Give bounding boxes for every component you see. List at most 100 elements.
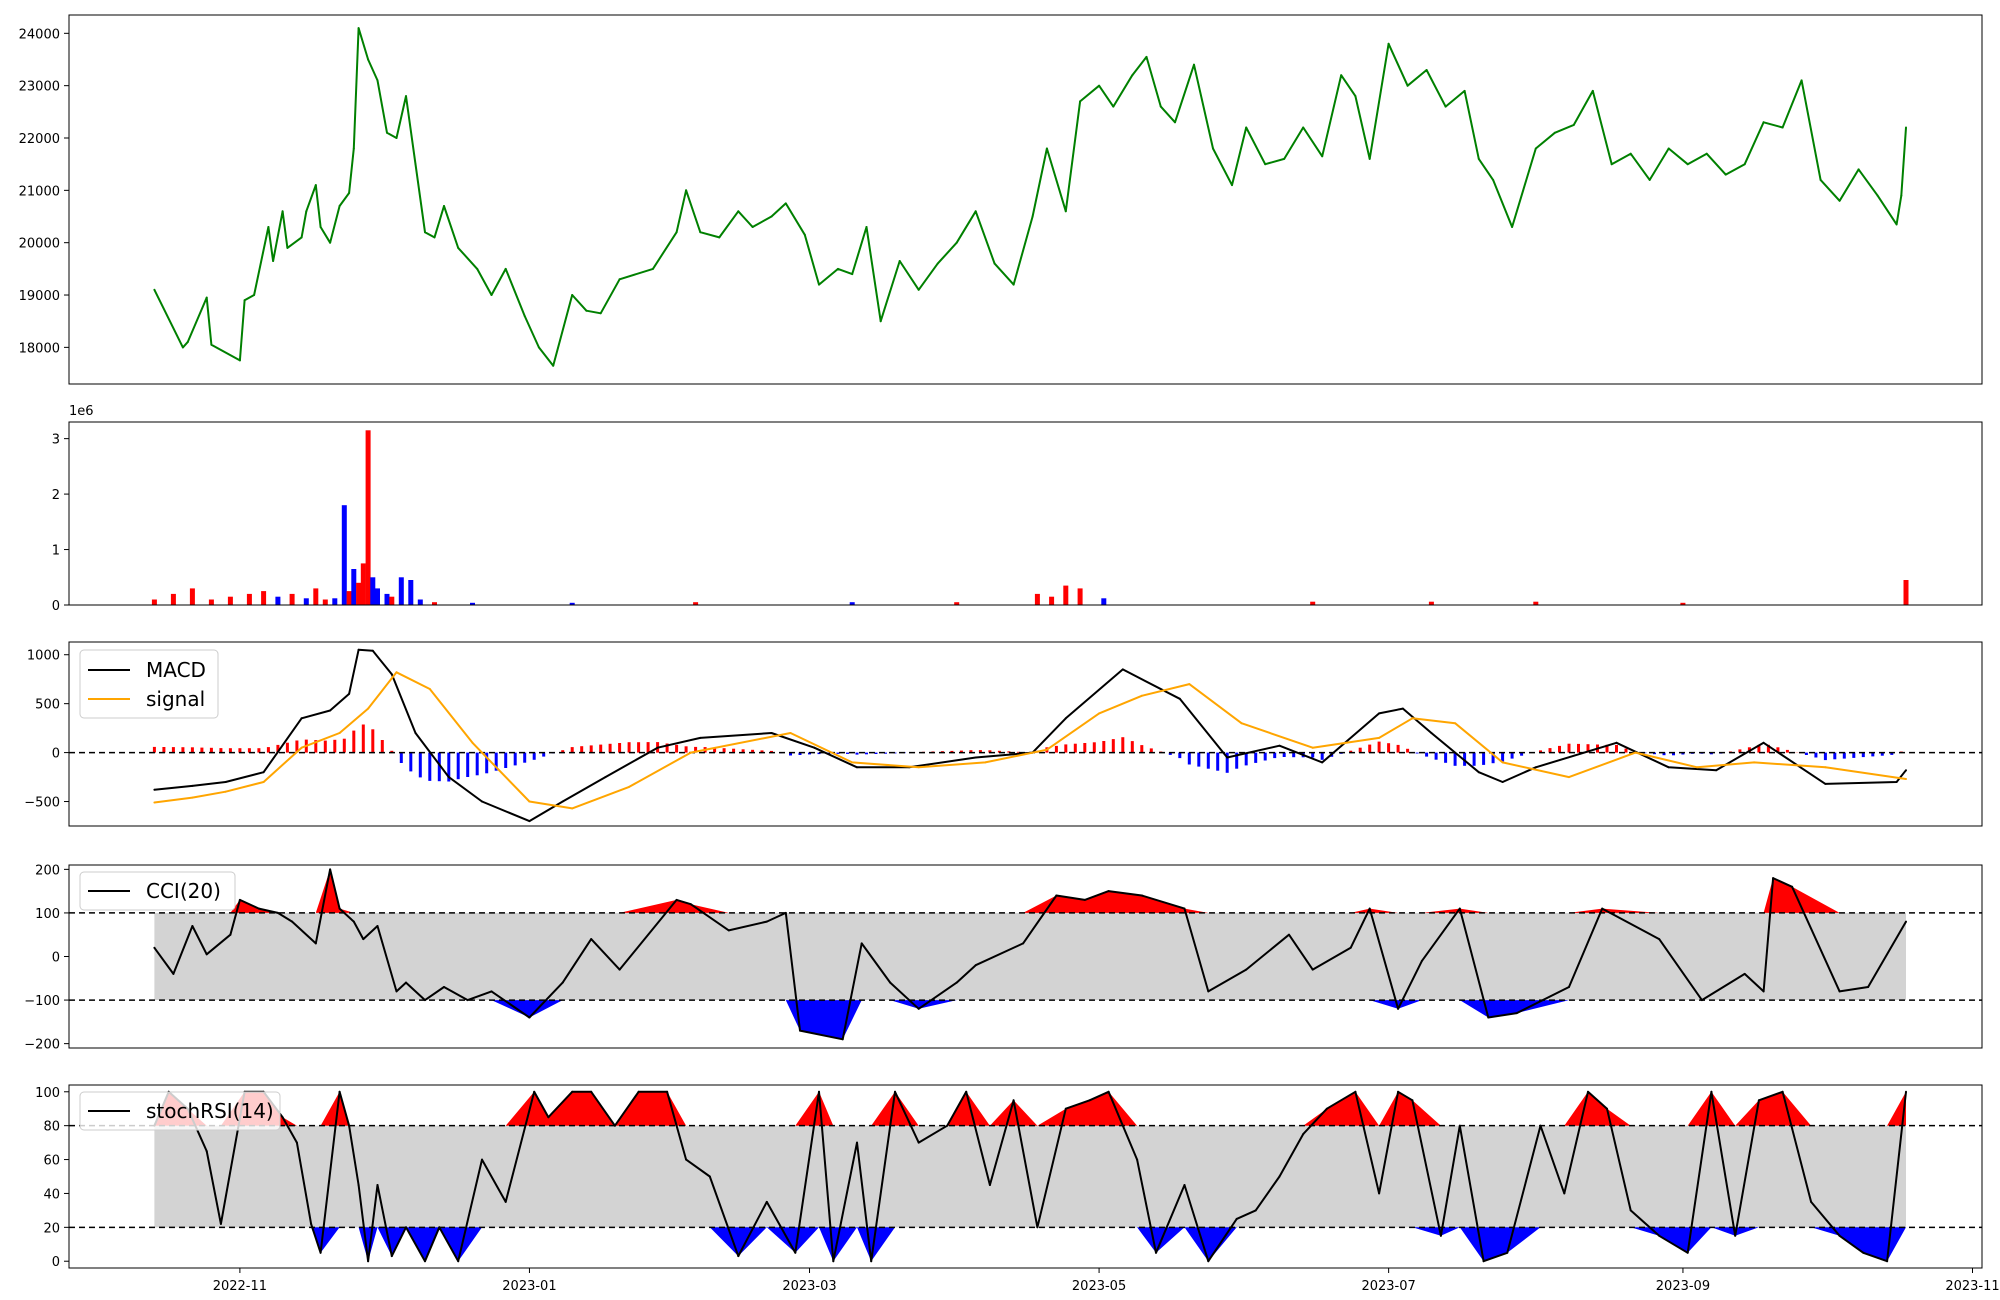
macd-histogram-bar [1235,752,1239,769]
stochrsi-point [894,1090,896,1093]
cci-point [1288,933,1290,936]
macd-histogram-bar [1282,752,1286,757]
macd-histogram-bar [1073,743,1077,753]
macd-histogram-bar [1387,743,1391,753]
stochrsi-point [1354,1090,1357,1093]
macd-histogram-bar [333,739,337,753]
volume-bar [1533,601,1539,605]
macd-point [153,788,156,791]
macd-histogram-bar [238,748,242,753]
macd-point [1762,741,1765,744]
stochrsi-ytick-label: 100 [35,1086,60,1101]
macd-histogram-bar [418,752,422,778]
price-point [1031,215,1034,218]
stochrsi-point [281,1116,284,1119]
macd-point [447,776,450,779]
stochrsi-point [438,1226,441,1229]
price-point [818,283,820,286]
macd-histogram-bar [352,730,356,753]
macd-histogram-bar [276,744,280,753]
macd-histogram-bar [1785,749,1789,753]
stochrsi-point [357,1184,360,1186]
cci-point [1568,986,1570,988]
price-point [1321,155,1324,158]
macd-histogram-bar [1482,752,1486,765]
macd-histogram-bar [997,750,1001,753]
macd-histogram-bar [1643,752,1647,754]
signal-point [367,707,370,710]
signal-point [528,800,531,803]
price-point [272,260,275,262]
price-ytick-label: 23000 [19,80,60,95]
price-point [1368,157,1371,160]
price-point [1425,69,1428,71]
price-point [1686,163,1689,166]
volume-bar [370,577,376,605]
cci-ytick-label: 200 [35,863,60,878]
macd-point [1534,766,1537,769]
price-point [1781,126,1784,129]
stochrsi-point [870,1260,873,1263]
stochrsi-point [1781,1090,1784,1093]
macd-histogram-bar [789,752,792,756]
stochrsi-point [637,1090,640,1093]
macd-histogram-bar [1140,745,1144,753]
stochrsi-point [965,1090,968,1093]
stochrsi-point [481,1158,483,1161]
stochrsi-point [666,1090,669,1093]
macd-histogram-bar [513,752,517,766]
volume-bar [1049,596,1055,605]
macd-point [528,820,531,823]
macd-histogram-bar [475,752,479,776]
stochrsi-point [1411,1099,1414,1102]
price-point [490,294,493,296]
signal-point [1140,694,1143,697]
volume-bar [189,588,195,605]
price-point [898,260,901,262]
macd-histogram-bar [323,740,327,753]
stochrsi-point [737,1255,740,1258]
macd-histogram-bar [1206,752,1210,769]
macd-point [604,776,607,779]
price-point [1264,163,1267,166]
stochrsi-oversold-fill [154,1227,1906,1262]
macd-point [1905,769,1907,772]
price-panel: 18000 19000 20000 21000 22000 23000 24000 [19,14,1983,385]
cci-point [314,942,317,945]
macd-point [1667,766,1670,769]
volume-bar [1101,598,1107,605]
cci-point [889,981,892,984]
macd-histogram-bar [950,750,954,753]
macd-point [1501,781,1504,783]
macd-histogram-bar [1605,744,1609,753]
price-point [352,147,355,150]
macd-histogram-bar [1653,752,1656,755]
macd-histogram-bar [542,752,546,757]
volume-bar [365,430,371,605]
stochrsi-point [946,1124,949,1127]
price-point [395,137,398,139]
macd-histogram-bar [1709,752,1713,755]
stochrsi-point [818,1090,820,1093]
macd-point [1321,761,1324,764]
macd-point [481,800,483,803]
macd-point [1064,717,1067,720]
cci-point [352,920,355,923]
cci-point [405,981,407,984]
macd-histogram-bar [675,744,679,753]
date-tick-label: 2023-03 [782,1279,836,1294]
macd-histogram-bar [1871,752,1875,757]
stochrsi-overbought-fill [154,1091,1906,1126]
cci-point [618,968,621,971]
volume-panel: 0 1 2 3 1e6 [52,404,1983,614]
macd-histogram-bar [1320,752,1324,760]
cci-point [1700,999,1703,1002]
price-point [1079,100,1082,103]
cci-point [172,972,175,975]
macd-histogram-bar [1738,749,1742,753]
stochrsi-point [1886,1260,1889,1263]
macd-point [1430,732,1433,734]
macd-point [348,692,351,695]
macd-histogram-bar [1453,752,1457,766]
volume-bar [227,596,233,605]
